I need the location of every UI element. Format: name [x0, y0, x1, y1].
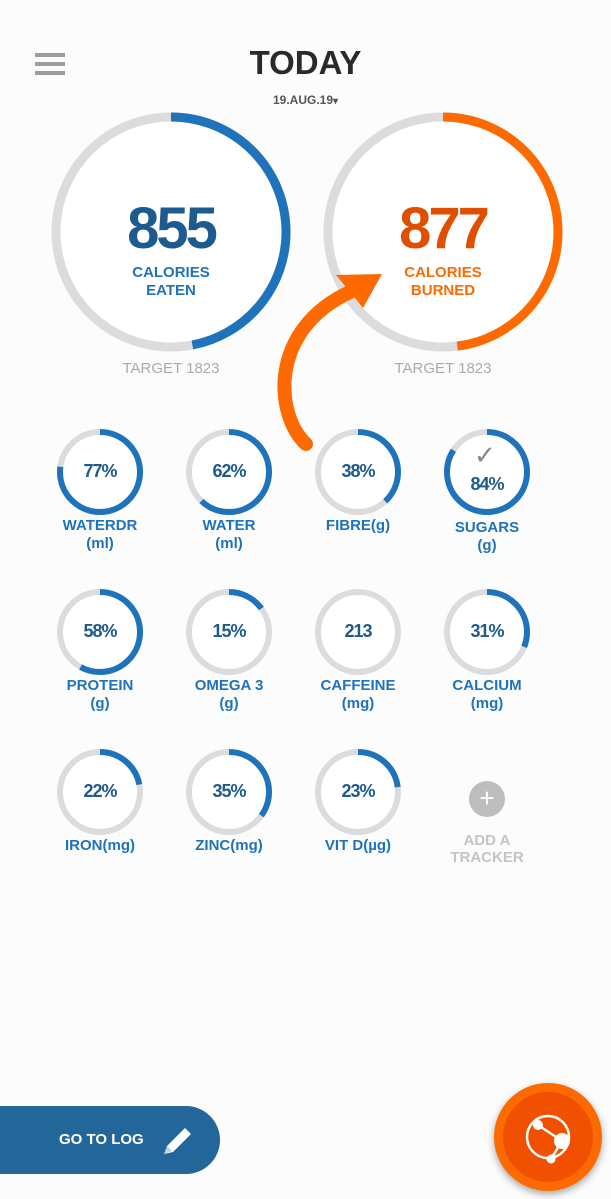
label-line: TRACKER [450, 849, 524, 866]
tracker-ring[interactable] [444, 429, 530, 515]
tracker-ring[interactable] [444, 589, 530, 675]
label-line: WATERDR [62, 517, 138, 534]
tracker-value: 22% [83, 781, 117, 801]
tracker-value: 35% [212, 781, 246, 801]
calories-burned-target: TARGET 1823 [394, 360, 492, 377]
connections-icon [525, 1114, 571, 1164]
date-text: 19.AUG.19 [272, 93, 333, 107]
label-line: VIT D(µg) [324, 837, 392, 854]
ring-progress [57, 749, 143, 835]
tracker-value: 62% [212, 461, 246, 481]
label-line: CALORIES [132, 264, 210, 281]
label-line: (g) [90, 695, 110, 712]
label-line: ZINC(mg) [195, 837, 263, 854]
tracker-label[interactable]: PROTEIN (g) [40, 677, 160, 713]
tracker-value: 58% [83, 621, 117, 641]
tracker-value: 84% [470, 474, 504, 494]
tracker-value: 213 [344, 621, 372, 641]
label-line: (ml) [215, 535, 243, 552]
arrow-head-icon [336, 274, 382, 308]
tracker-label[interactable]: CAFFEINE (mg) [298, 677, 418, 713]
tracker-value: 23% [341, 781, 375, 801]
ring-progress [57, 589, 143, 675]
label-line: IRON(mg) [65, 837, 135, 854]
tracker-label[interactable]: ZINC(mg) [169, 837, 289, 855]
tracker-ring[interactable] [315, 589, 401, 675]
connections-fab[interactable] [494, 1083, 602, 1191]
tracker-value: 31% [470, 621, 504, 641]
tracker-ring[interactable] [315, 429, 401, 515]
page-title: TODAY [249, 44, 362, 81]
tracker-value: 38% [341, 461, 375, 481]
tracker-label[interactable]: SUGARS (g) [427, 519, 547, 555]
label-line: CALCIUM [452, 677, 522, 694]
calories-eaten-label: CALORIES EATEN [71, 264, 271, 300]
calories-burned-ring[interactable] [323, 112, 563, 352]
ring-progress [186, 749, 272, 835]
fab-inner [503, 1092, 593, 1182]
label-line: PROTEIN [66, 677, 134, 694]
tracker-label[interactable]: CALCIUM (mg) [427, 677, 547, 713]
tracker-ring[interactable] [57, 589, 143, 675]
ring-progress [315, 749, 401, 835]
ring-progress [323, 112, 563, 352]
ring-progress [186, 589, 272, 675]
check-icon: ✓ [474, 440, 496, 470]
label-line: BURNED [410, 282, 476, 299]
go-to-log-button[interactable]: GO TO LOG [0, 1106, 220, 1174]
tracker-ring[interactable] [186, 749, 272, 835]
tracker-ring[interactable] [186, 429, 272, 515]
label-line: ADD A [463, 832, 511, 849]
label-line: (g) [477, 537, 497, 554]
label-line: CAFFEINE [320, 677, 396, 694]
calories-burned-value: 877 [399, 196, 490, 261]
tracker-ring[interactable] [315, 749, 401, 835]
label-line: CALORIES [404, 264, 482, 281]
tracker-value: 15% [212, 621, 246, 641]
hamburger-icon-bar [35, 62, 65, 66]
hamburger-icon-bar [35, 71, 65, 75]
label-line: (mg) [470, 695, 504, 712]
add-tracker-button[interactable]: + [469, 781, 505, 817]
calories-eaten-target: TARGET 1823 [122, 360, 220, 377]
label-line: WATER [202, 517, 256, 534]
label-line: (ml) [86, 535, 114, 552]
label-line: (g) [219, 695, 239, 712]
ring-progress [315, 429, 401, 515]
calories-burned-label: CALORIES BURNED [343, 264, 543, 300]
ring-track [315, 589, 401, 675]
calories-eaten-ring[interactable] [51, 112, 291, 352]
pencil-icon [164, 1128, 191, 1154]
tracker-ring[interactable] [57, 749, 143, 835]
menu-button[interactable] [35, 53, 65, 75]
label-line: (mg) [341, 695, 375, 712]
tracker-ring[interactable] [186, 589, 272, 675]
tracker-ring[interactable] [57, 429, 143, 515]
label-line: FIBRE(g) [325, 517, 391, 534]
tracker-label[interactable]: IRON(mg) [40, 837, 160, 855]
label-line: EATEN [146, 282, 196, 299]
tracker-label[interactable]: WATERDR (ml) [40, 517, 160, 553]
add-tracker-label[interactable]: ADD A TRACKER [427, 832, 547, 866]
ring-progress [444, 429, 530, 515]
go-to-log-label: GO TO LOG [59, 1131, 144, 1148]
ring-progress [444, 589, 530, 675]
label-line: SUGARS [454, 519, 520, 536]
label-line: OMEGA 3 [194, 677, 264, 694]
ring-progress [186, 429, 272, 515]
tracker-label[interactable]: FIBRE(g) [298, 517, 418, 535]
tracker-value: 77% [83, 461, 117, 481]
date-picker[interactable]: 19.AUG.19▾ [0, 93, 611, 107]
tracker-label[interactable]: OMEGA 3 (g) [169, 677, 289, 713]
tracker-label[interactable]: VIT D(µg) [298, 837, 418, 855]
caret-down-icon: ▾ [333, 96, 339, 107]
ring-progress [51, 112, 291, 352]
calories-eaten-value: 855 [127, 196, 218, 261]
arrow-annotation [277, 285, 357, 451]
hamburger-icon [35, 53, 65, 57]
ring-progress [57, 429, 143, 515]
tracker-label[interactable]: WATER (ml) [169, 517, 289, 553]
